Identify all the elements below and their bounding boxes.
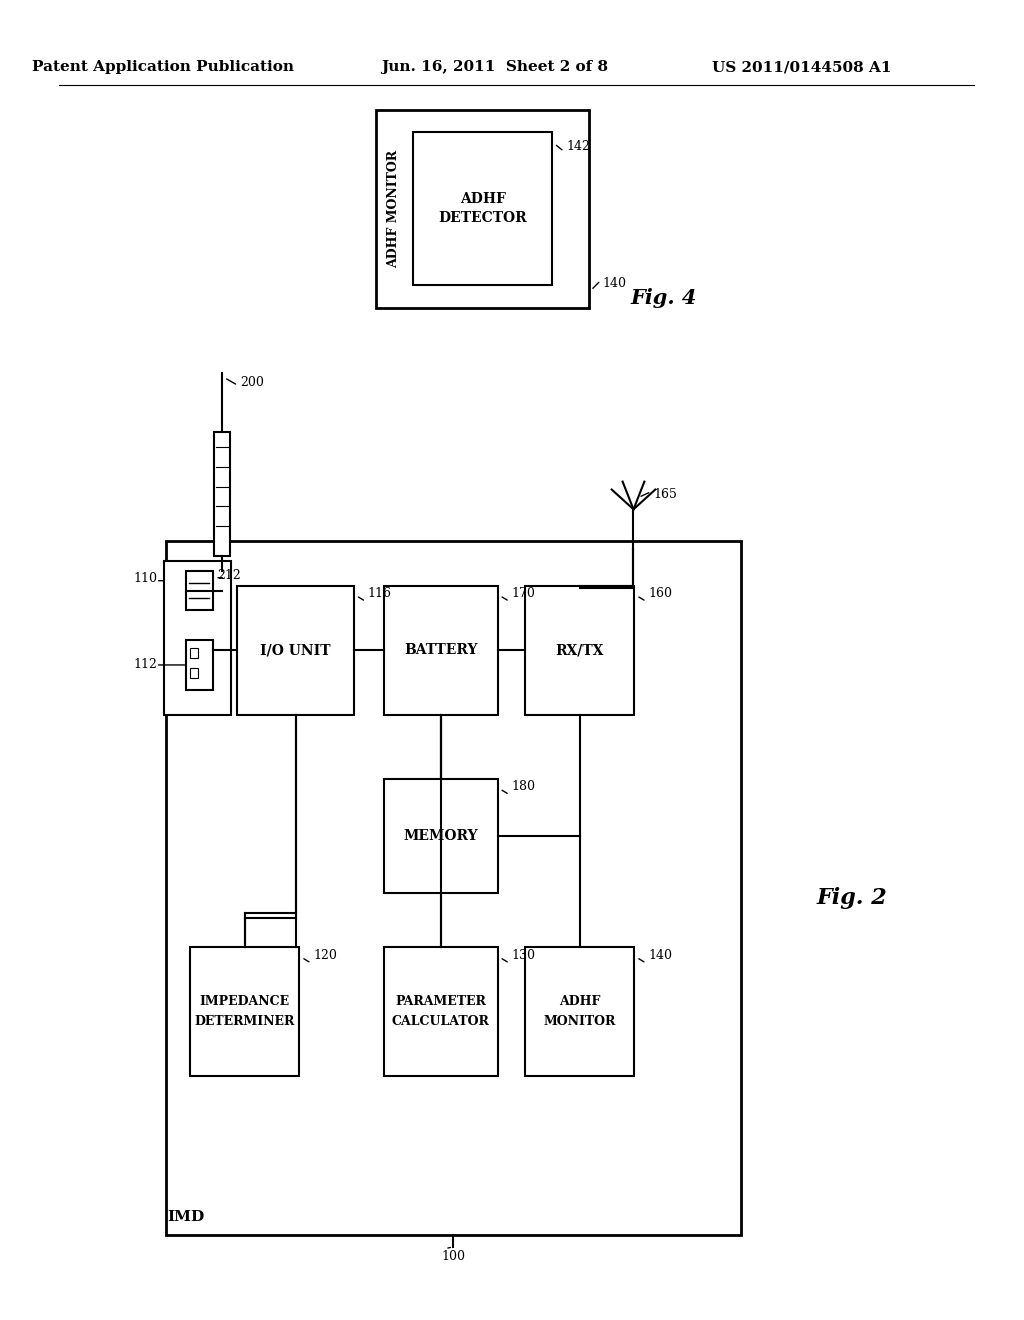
Bar — [214, 432, 230, 556]
Text: Jun. 16, 2011  Sheet 2 of 8: Jun. 16, 2011 Sheet 2 of 8 — [381, 61, 608, 74]
Text: ADHF MONITOR: ADHF MONITOR — [387, 150, 400, 268]
Text: RX/TX: RX/TX — [556, 643, 604, 657]
Bar — [376, 110, 589, 308]
Bar — [384, 948, 498, 1076]
Bar — [384, 779, 498, 892]
Text: 160: 160 — [648, 587, 673, 601]
Text: PARAMETER: PARAMETER — [395, 995, 486, 1008]
Text: 110: 110 — [134, 573, 158, 585]
Bar — [185, 640, 213, 690]
Text: Fig. 4: Fig. 4 — [630, 288, 696, 309]
Text: IMD: IMD — [167, 1210, 204, 1224]
Text: 200: 200 — [240, 376, 264, 389]
Bar — [190, 648, 199, 657]
Text: 100: 100 — [441, 1250, 465, 1263]
Text: 112: 112 — [134, 659, 158, 672]
Text: Fig. 2: Fig. 2 — [816, 887, 887, 909]
Bar — [190, 948, 299, 1076]
Bar — [166, 541, 740, 1234]
Bar — [164, 561, 231, 714]
Text: 212: 212 — [217, 569, 241, 582]
Text: 116: 116 — [368, 587, 392, 601]
Bar — [414, 132, 552, 285]
Text: MONITOR: MONITOR — [544, 1015, 616, 1028]
Text: 170: 170 — [512, 587, 536, 601]
Text: ADHF: ADHF — [559, 995, 601, 1008]
Text: Patent Application Publication: Patent Application Publication — [32, 61, 294, 74]
Bar — [190, 668, 199, 678]
Text: CALCULATOR: CALCULATOR — [392, 1015, 489, 1028]
Text: BATTERY: BATTERY — [404, 643, 477, 657]
Text: 120: 120 — [313, 949, 337, 962]
Text: 130: 130 — [512, 949, 536, 962]
Text: 140: 140 — [648, 949, 673, 962]
Text: 140: 140 — [603, 277, 627, 290]
Text: IMPEDANCE: IMPEDANCE — [200, 995, 290, 1008]
Bar — [384, 586, 498, 714]
Text: DETERMINER: DETERMINER — [195, 1015, 295, 1028]
Text: DETECTOR: DETECTOR — [438, 211, 527, 226]
Text: MEMORY: MEMORY — [403, 829, 478, 843]
Text: ADHF: ADHF — [460, 191, 506, 206]
Bar — [185, 570, 213, 610]
Bar — [525, 948, 635, 1076]
Bar — [237, 586, 354, 714]
Bar — [525, 586, 635, 714]
Text: I/O UNIT: I/O UNIT — [260, 643, 331, 657]
Text: 180: 180 — [512, 780, 536, 793]
Text: 165: 165 — [653, 488, 677, 502]
Text: US 2011/0144508 A1: US 2011/0144508 A1 — [713, 61, 892, 74]
Text: 142: 142 — [566, 140, 590, 153]
